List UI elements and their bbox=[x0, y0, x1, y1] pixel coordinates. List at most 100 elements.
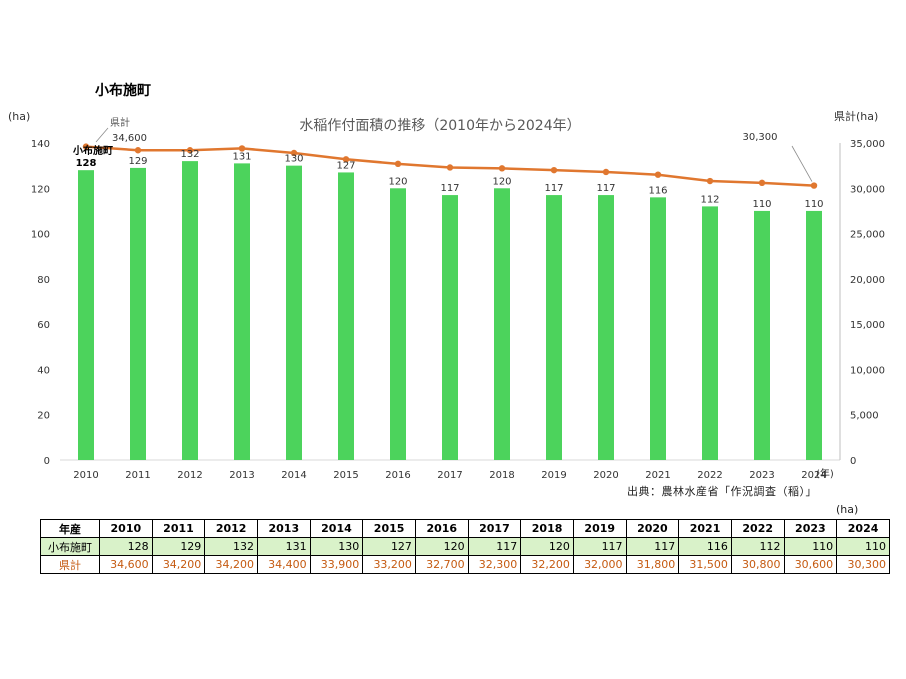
line-point bbox=[446, 164, 454, 171]
right-tick-label: 30,000 bbox=[850, 184, 885, 195]
source-note: 出典：農林水産省「作況調査（稲）」 bbox=[627, 485, 817, 498]
line-point bbox=[238, 145, 246, 152]
table-cell: 33,200 bbox=[362, 555, 416, 574]
x-tick-label: 2019 bbox=[541, 470, 566, 481]
table-unit-label: (ha) bbox=[836, 503, 859, 516]
x-tick-label: 2016 bbox=[385, 470, 410, 481]
data-table: 年産 2010 2011 2012 2013 2014 2015 2016 2017 2018 2… bbox=[40, 519, 890, 574]
right-tick-label: 35,000 bbox=[850, 139, 885, 150]
bar bbox=[546, 195, 562, 461]
table-cell: 130 bbox=[309, 537, 364, 556]
bar-data-label: 129 bbox=[128, 156, 147, 167]
table-cell: 32,700 bbox=[414, 555, 469, 574]
bar bbox=[390, 188, 406, 461]
right-tick-label: 10,000 bbox=[850, 365, 885, 376]
left-tick-label: 60 bbox=[37, 320, 50, 331]
table-cell: 32,300 bbox=[467, 555, 522, 574]
line-point bbox=[498, 165, 506, 172]
table-cell: 116 bbox=[678, 537, 732, 556]
bar-data-label: 117 bbox=[596, 183, 615, 194]
table-cell: 110 bbox=[783, 537, 838, 556]
line-point bbox=[706, 177, 714, 185]
table-header-year: 2014 bbox=[309, 519, 364, 538]
right-tick-label: 20,000 bbox=[850, 275, 885, 286]
table-row-town: 小布施町 128 129 132 131 130 127 120 117 120 117 117 11… bbox=[40, 537, 890, 556]
x-tick-label: 2015 bbox=[333, 470, 358, 481]
table-header-year: 2019 bbox=[572, 519, 627, 538]
bar bbox=[442, 195, 458, 461]
table-header-year: 2023 bbox=[783, 519, 838, 538]
left-tick-label: 80 bbox=[37, 275, 50, 286]
bar bbox=[754, 210, 770, 460]
series-callout-prefecture: 県計 bbox=[110, 116, 130, 129]
x-tick-label: 2018 bbox=[489, 470, 514, 481]
line-point bbox=[290, 149, 298, 157]
page-title: 小布施町 bbox=[95, 83, 151, 99]
table-cell: 30,600 bbox=[783, 555, 838, 574]
table-row-label: 小布施町 bbox=[40, 537, 100, 556]
table-cell: 117 bbox=[467, 537, 522, 556]
table-header-year: 2013 bbox=[256, 519, 311, 538]
left-tick-label: 0 bbox=[44, 456, 50, 467]
table-header-year: 2016 bbox=[414, 519, 469, 538]
table-header-row: 年産 2010 2011 2012 2013 2014 2015 2016 2017 2018 2… bbox=[40, 519, 890, 538]
table-cell: 30,300 bbox=[836, 555, 890, 574]
bar-data-label: 132 bbox=[180, 149, 199, 160]
table-cell: 32,200 bbox=[520, 555, 574, 574]
bar-data-label: 128 bbox=[76, 158, 97, 169]
line-point bbox=[550, 166, 558, 174]
table-header-year: 2024 bbox=[836, 519, 890, 538]
bar-data-label: 127 bbox=[336, 160, 355, 171]
left-tick-label: 120 bbox=[31, 184, 50, 195]
x-tick-label: 2013 bbox=[229, 470, 254, 481]
bar-data-label: 117 bbox=[440, 183, 459, 194]
x-tick-label: 2020 bbox=[593, 470, 618, 481]
table-row-label: 県計 bbox=[40, 555, 100, 574]
table-cell: 120 bbox=[414, 537, 469, 556]
line-data-label-last: 30,300 bbox=[743, 132, 778, 143]
line-point bbox=[82, 143, 90, 150]
right-tick-label: 0 bbox=[850, 456, 856, 467]
table-header-year: 2017 bbox=[467, 519, 522, 538]
line-point bbox=[654, 171, 662, 178]
left-tick-label: 140 bbox=[31, 139, 50, 150]
table-header-year: 2010 bbox=[99, 519, 153, 538]
bar-data-label: 110 bbox=[752, 199, 771, 210]
right-tick-label: 15,000 bbox=[850, 320, 885, 331]
table-header-year: 2015 bbox=[362, 519, 416, 538]
bar bbox=[286, 165, 302, 460]
callout-leader-last bbox=[791, 145, 813, 182]
x-tick-label: 2023 bbox=[749, 470, 774, 481]
left-axis-unit: (ha) bbox=[8, 110, 30, 123]
bar-data-label: 116 bbox=[648, 185, 667, 196]
table-cell: 31,500 bbox=[678, 555, 732, 574]
line-point bbox=[810, 182, 818, 189]
bar-data-label: 117 bbox=[544, 183, 563, 194]
bar bbox=[130, 167, 146, 460]
x-tick-label: 2017 bbox=[437, 470, 462, 481]
line-point bbox=[342, 156, 350, 163]
bar bbox=[598, 195, 614, 461]
table-cell: 112 bbox=[730, 537, 785, 556]
left-tick-label: 20 bbox=[37, 411, 50, 422]
bar bbox=[702, 206, 718, 460]
table-row-prefecture: 県計 34,600 34,200 34,200 34,400 33,900 33,200 3… bbox=[40, 555, 890, 574]
table-cell: 34,200 bbox=[204, 555, 258, 574]
x-tick-label: 2024 bbox=[801, 470, 826, 481]
table-cell: 129 bbox=[151, 537, 206, 556]
bar bbox=[78, 170, 94, 460]
bar bbox=[338, 172, 354, 460]
table-cell: 117 bbox=[572, 537, 627, 556]
table-cell: 128 bbox=[99, 537, 153, 556]
table-cell: 34,200 bbox=[151, 555, 206, 574]
bar-data-label: 130 bbox=[284, 154, 303, 165]
table-cell: 34,600 bbox=[99, 555, 153, 574]
bar-data-label: 120 bbox=[492, 176, 511, 187]
line-point bbox=[394, 160, 402, 168]
table-cell: 132 bbox=[204, 537, 258, 556]
line-point bbox=[602, 168, 610, 176]
bar bbox=[234, 163, 250, 460]
line-data-label-first: 34,600 bbox=[112, 133, 147, 144]
x-tick-label: 2012 bbox=[177, 470, 202, 481]
chart: 水稲作付面積の推移（2010年から2024年） (ha) 県計(ha) (年) 0 20 4… bbox=[8, 109, 885, 481]
